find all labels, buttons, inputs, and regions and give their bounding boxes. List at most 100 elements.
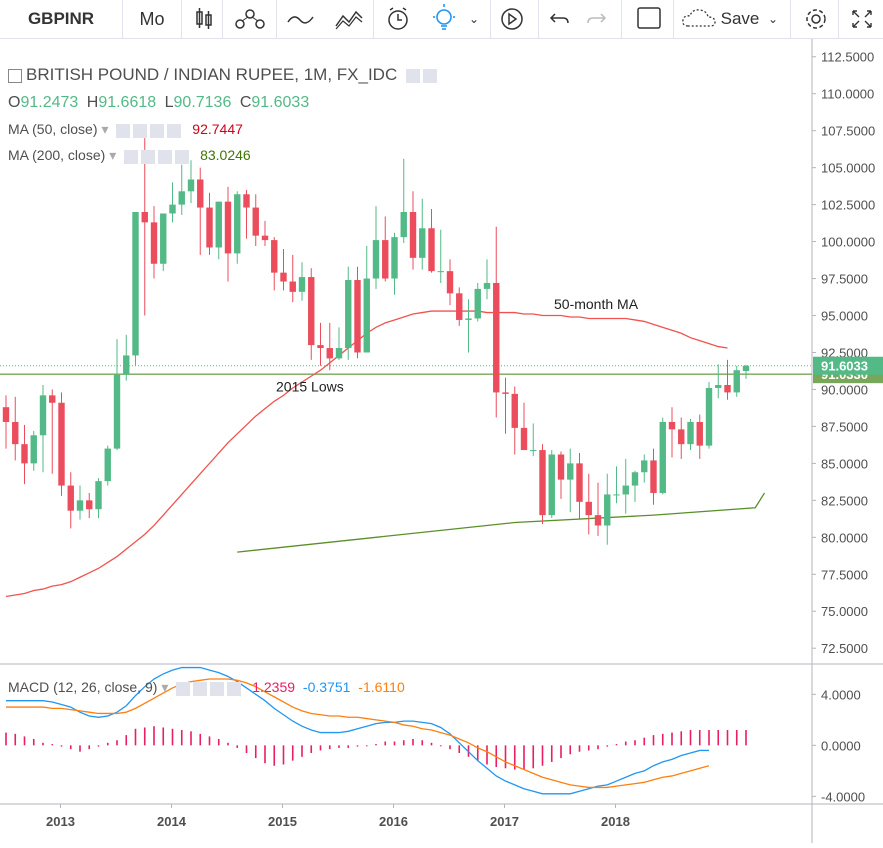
legend-buttons [124, 148, 192, 165]
gear-icon[interactable] [141, 150, 156, 165]
ma200-value: 83.0246 [200, 147, 251, 163]
candle-body [641, 460, 648, 473]
ma50-legend[interactable]: MA (50, close) ▾ 92.7447 [8, 121, 243, 139]
legend-buttons [176, 680, 244, 697]
candle-body [548, 454, 555, 516]
plus-icon[interactable] [158, 150, 173, 165]
fullscreen-icon[interactable] [848, 0, 876, 38]
candle-body [742, 365, 750, 372]
chart-area[interactable]: 112.5000 110.0000 107.5000 105.0000 102.5000… [0, 39, 883, 843]
candle-body [363, 278, 370, 353]
candles-icon[interactable] [190, 0, 218, 38]
candle-body [104, 448, 111, 482]
toolbar-divider [673, 0, 674, 38]
indicators-icon[interactable] [232, 0, 268, 38]
alert-icon[interactable] [382, 0, 414, 38]
candle-body [58, 402, 65, 486]
eye-icon[interactable] [405, 69, 420, 84]
macd-hist-bar [273, 745, 276, 766]
macd-hist-bar [217, 738, 220, 746]
macd-hist-bar [42, 742, 44, 746]
ma200-legend[interactable]: MA (200, close) ▾ 83.0246 [8, 147, 251, 165]
macd-hist-bar [51, 744, 54, 746]
gear-icon[interactable] [193, 682, 208, 697]
eye-icon[interactable] [124, 150, 139, 165]
macd-hist-bar [476, 745, 479, 761]
macd-hist-bar [291, 745, 294, 761]
plus-icon[interactable] [210, 682, 225, 697]
price-tick-label: 90.0000 [821, 382, 868, 397]
candle-body [317, 345, 324, 349]
candle-body [49, 395, 56, 403]
plus-icon[interactable] [150, 124, 165, 139]
collapse-icon[interactable] [8, 68, 22, 83]
toolbar-divider [490, 0, 491, 38]
macd-hist-bar [60, 745, 63, 747]
macd-legend[interactable]: MACD (12, 26, close, 9) ▾ 1.2359 -0.3751 … [8, 679, 405, 697]
candle-body [696, 421, 703, 446]
macd-hist-bar [523, 745, 525, 770]
bulb-icon[interactable] [427, 0, 461, 38]
macd-hist-bar [513, 745, 516, 770]
price-tick-label: 95.0000 [821, 309, 868, 324]
gear-icon[interactable] [133, 124, 148, 139]
candle-body [493, 282, 500, 393]
chevron-down-icon[interactable]: ⌄ [468, 12, 480, 26]
toolbar: GBPINR Mo ⌄ Save ⌄ [0, 0, 883, 39]
candle-body [391, 237, 398, 279]
macd-hist-bar [310, 745, 313, 753]
macd-hist-bar [597, 745, 599, 750]
candle-body [67, 485, 74, 511]
macd-hist-bar [227, 742, 229, 746]
legend-buttons [116, 122, 184, 139]
macd-hist-bar [412, 738, 414, 746]
candle-body [511, 393, 518, 428]
layout-icon[interactable] [634, 0, 664, 38]
macd-hist-bar [578, 745, 581, 752]
cloud-icon[interactable] [680, 0, 720, 38]
candle-body [715, 385, 722, 388]
macd-hist-bar [615, 744, 618, 746]
macd-hist-bar [199, 733, 202, 746]
close-icon[interactable] [175, 150, 190, 165]
area-icon[interactable] [333, 0, 365, 38]
macd-hist-bar [116, 740, 118, 746]
macd-tick-label: 0.0000 [821, 738, 861, 753]
price-tick-label: 92.5000 [821, 345, 868, 360]
macd-hist-bar [606, 745, 609, 747]
candle-body [169, 204, 176, 214]
candle-body [604, 494, 611, 526]
price-tick-label: 105.0000 [821, 161, 875, 176]
candle-body [409, 212, 417, 258]
replay-icon[interactable] [497, 0, 527, 38]
macd-hist-bar [328, 745, 331, 750]
candle-body [576, 463, 583, 502]
close-icon[interactable] [167, 124, 182, 139]
save-button[interactable]: Save [720, 9, 760, 28]
toolbar-divider [621, 0, 622, 38]
settings-icon[interactable] [800, 0, 832, 38]
price-chart[interactable]: 112.5000 110.0000 107.5000 105.0000 102.5000… [0, 39, 883, 843]
macd-hist-bar [180, 730, 183, 746]
candle-body [141, 212, 148, 223]
close-icon[interactable] [227, 682, 242, 697]
macd-hist-bar [735, 730, 738, 746]
macd-hist-bar [726, 730, 729, 746]
candle-body [113, 374, 121, 449]
candle-body [687, 421, 694, 445]
eye-icon[interactable] [116, 124, 131, 139]
candle-body [345, 280, 352, 349]
time-tick-label: 2016 [379, 814, 408, 829]
redo-icon[interactable] [583, 0, 609, 38]
eye-icon[interactable] [176, 682, 191, 697]
macd-hist-bar [14, 733, 17, 746]
symbol-search[interactable]: GBPINR [27, 9, 95, 28]
undo-icon[interactable] [547, 0, 573, 38]
chevron-down-icon[interactable]: ⌄ [767, 12, 779, 26]
interval-button[interactable]: Mo [139, 9, 165, 29]
ma50-value: 92.7447 [192, 121, 243, 137]
last-price-label-bg [813, 356, 883, 375]
line-icon[interactable] [285, 0, 315, 38]
gear-icon[interactable] [422, 69, 437, 84]
macd-hist-bar [643, 737, 646, 746]
